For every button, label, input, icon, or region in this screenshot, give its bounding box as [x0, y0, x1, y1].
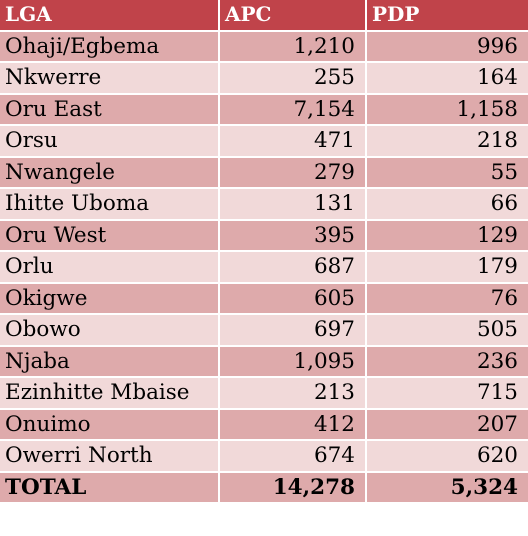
total-label: TOTAL: [0, 470, 220, 502]
cell-lga: Orsu: [0, 124, 220, 158]
cell-lga: Obowo: [0, 313, 220, 347]
header-row: LGA APC PDP: [0, 0, 528, 32]
table-row: Oru East 7,154 1,158: [0, 92, 528, 126]
table-row: Orsu 471 218: [0, 124, 528, 158]
total-row: TOTAL 14,278 5,324: [0, 470, 528, 502]
cell-pdp: 66: [365, 187, 528, 221]
cell-lga: Owerri North: [0, 439, 220, 473]
cell-apc: 395: [218, 218, 367, 252]
cell-pdp: 236: [365, 344, 528, 378]
cell-apc: 131: [218, 187, 367, 221]
table-row: Ohaji/Egbema 1,210 996: [0, 29, 528, 63]
cell-pdp: 55: [365, 155, 528, 189]
cell-apc: 213: [218, 376, 367, 410]
total-apc: 14,278: [218, 470, 367, 502]
table-row: Onuimo 412 207: [0, 407, 528, 441]
header-lga: LGA: [0, 0, 220, 32]
table-row: Obowo 697 505: [0, 313, 528, 347]
table-body: Ohaji/Egbema 1,210 996 Nkwerre 255 164 O…: [0, 29, 528, 502]
cell-pdp: 129: [365, 218, 528, 252]
cell-pdp: 505: [365, 313, 528, 347]
cell-pdp: 76: [365, 281, 528, 315]
cell-apc: 1,210: [218, 29, 367, 63]
table-row: Nkwerre 255 164: [0, 61, 528, 95]
cell-apc: 697: [218, 313, 367, 347]
cell-lga: Nwangele: [0, 155, 220, 189]
cell-apc: 7,154: [218, 92, 367, 126]
table-row: Okigwe 605 76: [0, 281, 528, 315]
header-apc: APC: [218, 0, 367, 32]
table-row: Owerri North 674 620: [0, 439, 528, 473]
cell-pdp: 207: [365, 407, 528, 441]
cell-pdp: 715: [365, 376, 528, 410]
cell-pdp: 1,158: [365, 92, 528, 126]
cell-pdp: 218: [365, 124, 528, 158]
cell-lga: Njaba: [0, 344, 220, 378]
cell-lga: Ohaji/Egbema: [0, 29, 220, 63]
table-row: Oru West 395 129: [0, 218, 528, 252]
cell-apc: 412: [218, 407, 367, 441]
cell-lga: Okigwe: [0, 281, 220, 315]
cell-lga: Nkwerre: [0, 61, 220, 95]
cell-pdp: 996: [365, 29, 528, 63]
total-pdp: 5,324: [365, 470, 528, 502]
cell-pdp: 620: [365, 439, 528, 473]
cell-apc: 687: [218, 250, 367, 284]
cell-lga: Ihitte Uboma: [0, 187, 220, 221]
table-row: Ihitte Uboma 131 66: [0, 187, 528, 221]
cell-lga: Ezinhitte Mbaise: [0, 376, 220, 410]
results-table: LGA APC PDP Ohaji/Egbema 1,210 996 Nkwer…: [0, 0, 528, 502]
cell-pdp: 164: [365, 61, 528, 95]
cell-apc: 1,095: [218, 344, 367, 378]
table-header: LGA APC PDP: [0, 0, 528, 32]
table-row: Njaba 1,095 236: [0, 344, 528, 378]
cell-apc: 674: [218, 439, 367, 473]
table-row: Orlu 687 179: [0, 250, 528, 284]
cell-pdp: 179: [365, 250, 528, 284]
header-pdp: PDP: [365, 0, 528, 32]
cell-lga: Oru East: [0, 92, 220, 126]
cell-apc: 279: [218, 155, 367, 189]
cell-apc: 471: [218, 124, 367, 158]
cell-apc: 255: [218, 61, 367, 95]
table-row: Ezinhitte Mbaise 213 715: [0, 376, 528, 410]
cell-lga: Onuimo: [0, 407, 220, 441]
cell-lga: Orlu: [0, 250, 220, 284]
cell-lga: Oru West: [0, 218, 220, 252]
cell-apc: 605: [218, 281, 367, 315]
table-row: Nwangele 279 55: [0, 155, 528, 189]
